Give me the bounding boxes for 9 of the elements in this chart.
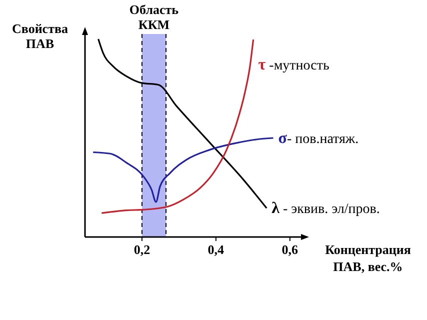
x-tick-label: 0,4 [208,242,225,257]
series-label: λ - эквив. эл/пров. [272,200,380,218]
series-label: σ- пов.натяж. [278,130,359,147]
band-label: Область ККМ [129,2,179,32]
series-label: τ -мутность [258,56,330,74]
x-tick-label: 0,2 [134,242,150,257]
x-tick-label: 0,6 [282,242,299,257]
y-axis-title: Свойства ПАВ [12,21,68,51]
x-axis-title: Концентрация ПАВ, вес.% [325,242,411,274]
